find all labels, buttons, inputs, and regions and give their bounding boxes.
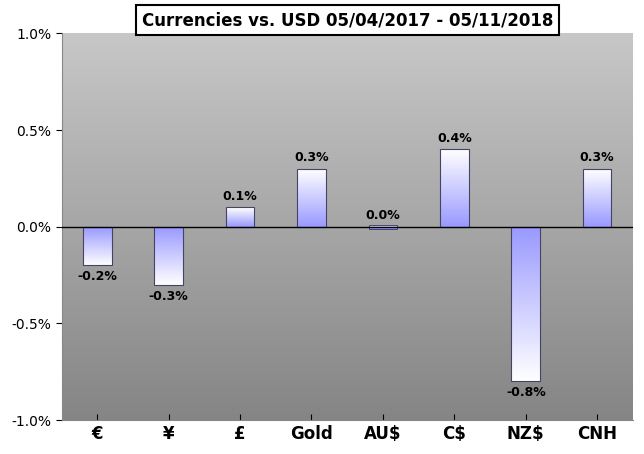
Text: 0.0%: 0.0% bbox=[366, 209, 401, 222]
Bar bbox=[155, 227, 183, 285]
Bar bbox=[440, 149, 469, 227]
Text: 0.4%: 0.4% bbox=[437, 132, 471, 144]
Bar bbox=[368, 225, 397, 229]
Text: -0.8%: -0.8% bbox=[506, 386, 545, 399]
Text: 0.1%: 0.1% bbox=[223, 190, 258, 202]
Text: -0.3%: -0.3% bbox=[149, 290, 189, 302]
Text: 0.3%: 0.3% bbox=[580, 151, 614, 164]
Bar bbox=[83, 227, 111, 266]
Bar bbox=[511, 227, 540, 381]
Bar bbox=[298, 169, 326, 227]
Text: 0.3%: 0.3% bbox=[294, 151, 329, 164]
Title: Currencies vs. USD 05/04/2017 - 05/11/2018: Currencies vs. USD 05/04/2017 - 05/11/20… bbox=[142, 11, 553, 29]
Bar bbox=[583, 169, 611, 227]
Bar bbox=[226, 207, 254, 227]
Text: -0.2%: -0.2% bbox=[77, 270, 117, 283]
